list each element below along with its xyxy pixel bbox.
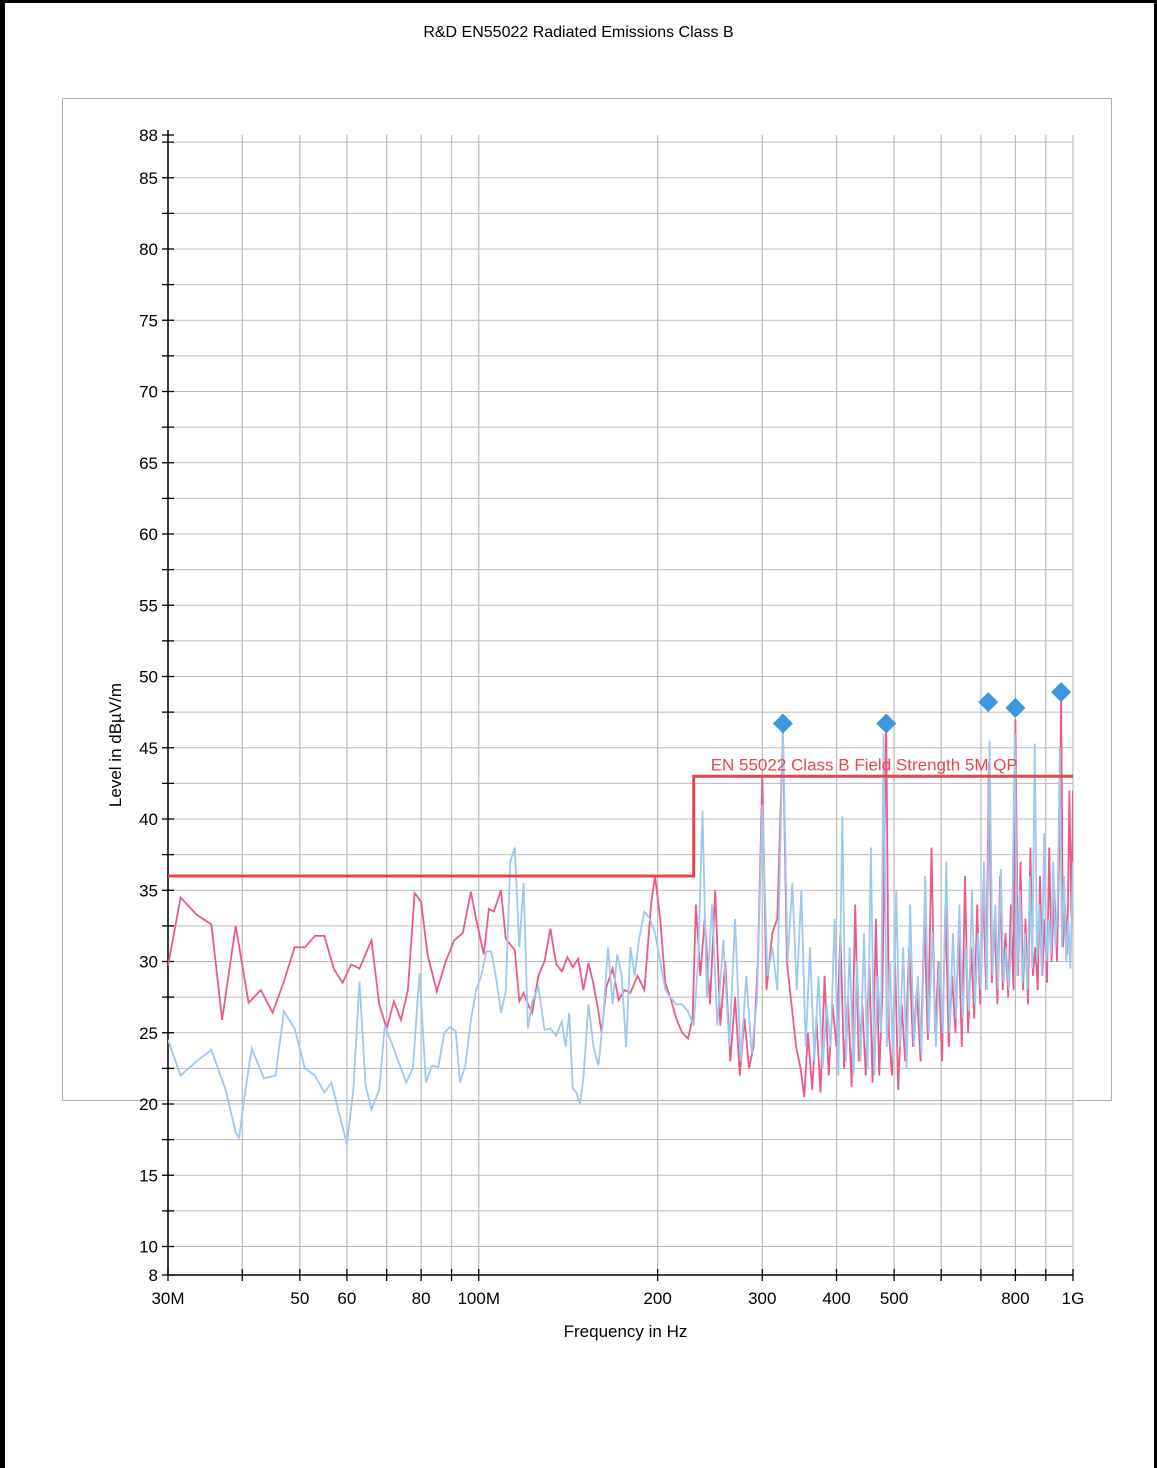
x-tick-label: 1G xyxy=(1062,1289,1085,1308)
peak-marker xyxy=(876,713,897,734)
plot-panel xyxy=(62,98,1112,1101)
y-tick-label: 10 xyxy=(139,1238,158,1257)
x-tick-label: 300 xyxy=(748,1289,776,1308)
y-tick-label: 55 xyxy=(139,596,158,615)
x-tick-label: 500 xyxy=(880,1289,908,1308)
x-tick-label: 60 xyxy=(337,1289,356,1308)
y-axis-label: Level in dBµV/m xyxy=(106,683,125,807)
frame-border-left xyxy=(0,0,5,1468)
y-tick-label: 50 xyxy=(139,668,158,687)
x-tick-label: 30M xyxy=(151,1289,184,1308)
peak-marker xyxy=(772,713,793,734)
frame-border-top xyxy=(0,0,1157,3)
limit-line-label: EN 55022 Class B Field Strength 5M QP xyxy=(711,755,1018,774)
peak-marker xyxy=(1051,682,1072,703)
y-tick-label: 15 xyxy=(139,1166,158,1185)
x-tick-label: 400 xyxy=(822,1289,850,1308)
frame-border-right xyxy=(1154,0,1157,1468)
y-tick-label: 88 xyxy=(139,126,158,145)
y-tick-label: 8 xyxy=(149,1266,158,1285)
y-tick-label: 20 xyxy=(139,1095,158,1114)
y-tick-label: 45 xyxy=(139,739,158,758)
limit-line xyxy=(168,774,1073,878)
y-tick-label: 65 xyxy=(139,454,158,473)
x-tick-label: 80 xyxy=(412,1289,431,1308)
x-tick-label: 100M xyxy=(457,1289,500,1308)
y-tick-label: 40 xyxy=(139,810,158,829)
peak-marker xyxy=(978,692,999,713)
x-tick-label: 800 xyxy=(1001,1289,1029,1308)
x-tick-label: 50 xyxy=(290,1289,309,1308)
y-tick-label: 60 xyxy=(139,525,158,544)
chart-title: R&D EN55022 Radiated Emissions Class B xyxy=(423,24,734,41)
y-tick-label: 75 xyxy=(139,311,158,330)
peak-marker xyxy=(1005,697,1026,718)
y-tick-label: 30 xyxy=(139,953,158,972)
series-vertical-trace xyxy=(168,726,1073,1145)
y-tick-label: 80 xyxy=(139,240,158,259)
x-axis-label: Frequency in Hz xyxy=(564,1322,688,1341)
y-tick-label: 35 xyxy=(139,881,158,900)
y-tick-label: 70 xyxy=(139,383,158,402)
y-tick-label: 85 xyxy=(139,169,158,188)
x-tick-label: 200 xyxy=(643,1289,671,1308)
y-tick-label: 25 xyxy=(139,1024,158,1043)
